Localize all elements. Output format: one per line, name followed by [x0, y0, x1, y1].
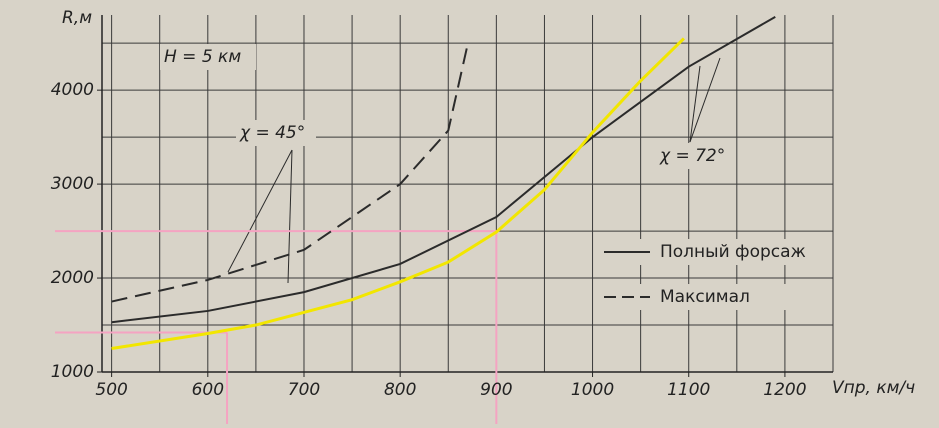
- plot: [55, 16, 776, 424]
- y-axis-label: R,м: [62, 8, 92, 28]
- label-bg: [656, 143, 732, 169]
- x-tick-label: 900: [480, 380, 512, 400]
- annotation: χ = 72°: [659, 146, 725, 166]
- x-tick-label: 600: [192, 380, 224, 400]
- legend-label: Полный форсаж: [660, 242, 806, 262]
- leader-line: [689, 65, 701, 143]
- x-tick-label: 1100: [667, 380, 710, 400]
- y-tick-label: 1000: [51, 362, 94, 382]
- leader-line: [227, 149, 293, 273]
- x-axis-label: Vпр, км/ч: [832, 378, 915, 398]
- x-tick-label: 1000: [571, 380, 614, 400]
- highlight-line: [111, 37, 685, 350]
- series-line: [111, 44, 469, 303]
- label-bg: [236, 120, 316, 146]
- x-tick-label: 1200: [763, 380, 806, 400]
- x-tick-label: 800: [384, 380, 416, 400]
- x-tick-label: 700: [288, 380, 320, 400]
- x-tick-label: 500: [95, 380, 127, 400]
- series-line: [111, 16, 776, 324]
- label-bg: [160, 44, 256, 70]
- y-tick-label: 2000: [51, 268, 94, 288]
- leader-line: [287, 149, 293, 284]
- y-tick-label: 4000: [51, 80, 94, 100]
- leader-line: [689, 57, 721, 143]
- legend-bg: [600, 284, 815, 310]
- y-tick-label: 3000: [51, 174, 94, 194]
- annotation: χ = 45°: [239, 123, 305, 143]
- legend-label: Максимал: [660, 287, 750, 307]
- annotation: H = 5 км: [164, 47, 241, 67]
- grid: [97, 15, 834, 377]
